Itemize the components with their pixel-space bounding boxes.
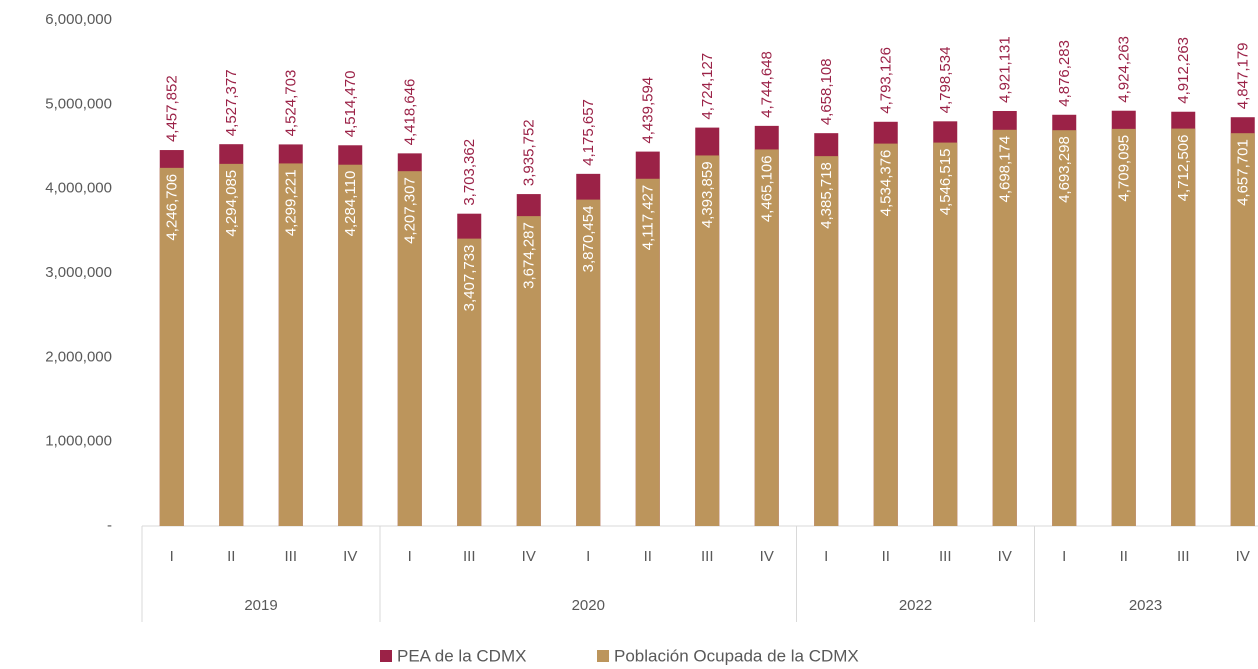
- y-tick-label: 2,000,000: [45, 348, 112, 365]
- x-tick-label: IV: [998, 548, 1012, 565]
- legend-label: PEA de la CDMX: [397, 646, 526, 665]
- legend-swatch: [597, 650, 609, 662]
- y-tick-label: 4,000,000: [45, 180, 112, 197]
- y-tick-label: 3,000,000: [45, 264, 112, 281]
- bar: [1052, 130, 1077, 526]
- value-label: 4,793,126: [878, 47, 895, 114]
- x-tick-label: IV: [343, 548, 357, 565]
- x-tick-label: I: [408, 548, 412, 565]
- value-label: 4,465,106: [759, 155, 776, 222]
- bar: [397, 171, 422, 526]
- value-label: 4,693,298: [1056, 136, 1073, 203]
- value-label: 4,712,506: [1175, 135, 1192, 202]
- value-label: 4,457,852: [164, 75, 181, 142]
- bar: [992, 129, 1017, 526]
- bar: [159, 167, 184, 526]
- value-label: 4,876,283: [1056, 40, 1073, 107]
- x-tick-label: I: [170, 548, 174, 565]
- value-label: 3,870,454: [580, 206, 597, 273]
- value-label: 4,921,131: [997, 36, 1014, 103]
- value-label: 4,439,594: [640, 77, 657, 144]
- y-tick-label: 6,000,000: [45, 11, 112, 28]
- value-label: 4,393,859: [699, 161, 716, 228]
- value-label: 4,924,263: [1116, 36, 1133, 103]
- x-tick-label: III: [463, 548, 476, 565]
- x-tick-label: III: [939, 548, 952, 565]
- y-tick-label: 5,000,000: [45, 95, 112, 112]
- value-label: 4,385,718: [818, 162, 835, 229]
- value-label: 4,524,703: [283, 70, 300, 137]
- value-label: 3,674,287: [521, 222, 538, 289]
- bar: [1111, 128, 1136, 526]
- x-tick-label: II: [227, 548, 235, 565]
- bar: [219, 163, 244, 527]
- x-tick-label: III: [701, 548, 714, 565]
- year-label: 2023: [1129, 597, 1162, 614]
- value-label: 4,709,095: [1116, 135, 1133, 202]
- value-label: 4,514,470: [342, 71, 359, 138]
- x-tick-label: I: [586, 548, 590, 565]
- value-label: 4,798,534: [937, 47, 954, 114]
- year-label: 2020: [572, 597, 605, 614]
- year-label: 2022: [899, 597, 932, 614]
- value-label: 3,935,752: [521, 119, 538, 186]
- x-tick-label: IV: [522, 548, 536, 565]
- bar: [873, 143, 898, 526]
- value-label: 4,912,263: [1175, 37, 1192, 104]
- bar: [814, 156, 839, 526]
- legend-label: Población Ocupada de la CDMX: [614, 646, 859, 665]
- x-tick-label: II: [644, 548, 652, 565]
- y-tick-label: -: [107, 517, 112, 534]
- value-label: 4,294,085: [223, 170, 240, 237]
- bar: [754, 149, 779, 526]
- x-tick-label: II: [1120, 548, 1128, 565]
- value-label: 4,724,127: [699, 53, 716, 120]
- value-label: 4,658,108: [818, 58, 835, 125]
- bar: [1230, 133, 1255, 526]
- value-label: 4,117,427: [640, 185, 657, 251]
- bar: [457, 238, 482, 527]
- value-label: 4,299,221: [283, 169, 300, 236]
- x-tick-label: III: [284, 548, 297, 565]
- value-label: 4,284,110: [342, 171, 359, 237]
- value-label: 4,207,307: [402, 177, 419, 244]
- value-label: 4,418,646: [402, 79, 419, 146]
- bar: [635, 178, 660, 526]
- x-tick-label: I: [1062, 548, 1066, 565]
- x-tick-label: IV: [1236, 548, 1250, 565]
- value-label: 4,657,701: [1235, 139, 1252, 206]
- legend-swatch: [380, 650, 392, 662]
- bar: [576, 199, 601, 526]
- year-label: 2019: [244, 597, 277, 614]
- value-label: 4,847,179: [1235, 42, 1252, 109]
- value-label: 4,246,706: [164, 174, 181, 241]
- bar: [695, 155, 720, 526]
- x-tick-label: I: [824, 548, 828, 565]
- x-tick-label: IV: [760, 548, 774, 565]
- value-label: 4,698,174: [997, 136, 1014, 203]
- value-label: 4,527,377: [223, 69, 240, 136]
- value-label: 3,703,362: [461, 139, 478, 206]
- value-label: 4,534,376: [878, 150, 895, 217]
- value-label: 4,744,648: [759, 51, 776, 118]
- value-label: 4,175,657: [580, 99, 597, 166]
- x-tick-label: III: [1177, 548, 1190, 565]
- bar: [516, 216, 541, 526]
- bar: [338, 164, 363, 526]
- bar: [278, 163, 303, 526]
- x-tick-label: II: [882, 548, 890, 565]
- value-label: 4,546,515: [937, 149, 954, 216]
- value-label: 3,407,733: [461, 245, 478, 312]
- y-tick-label: 1,000,000: [45, 433, 112, 450]
- bar: [933, 142, 958, 526]
- bar: [1171, 128, 1196, 526]
